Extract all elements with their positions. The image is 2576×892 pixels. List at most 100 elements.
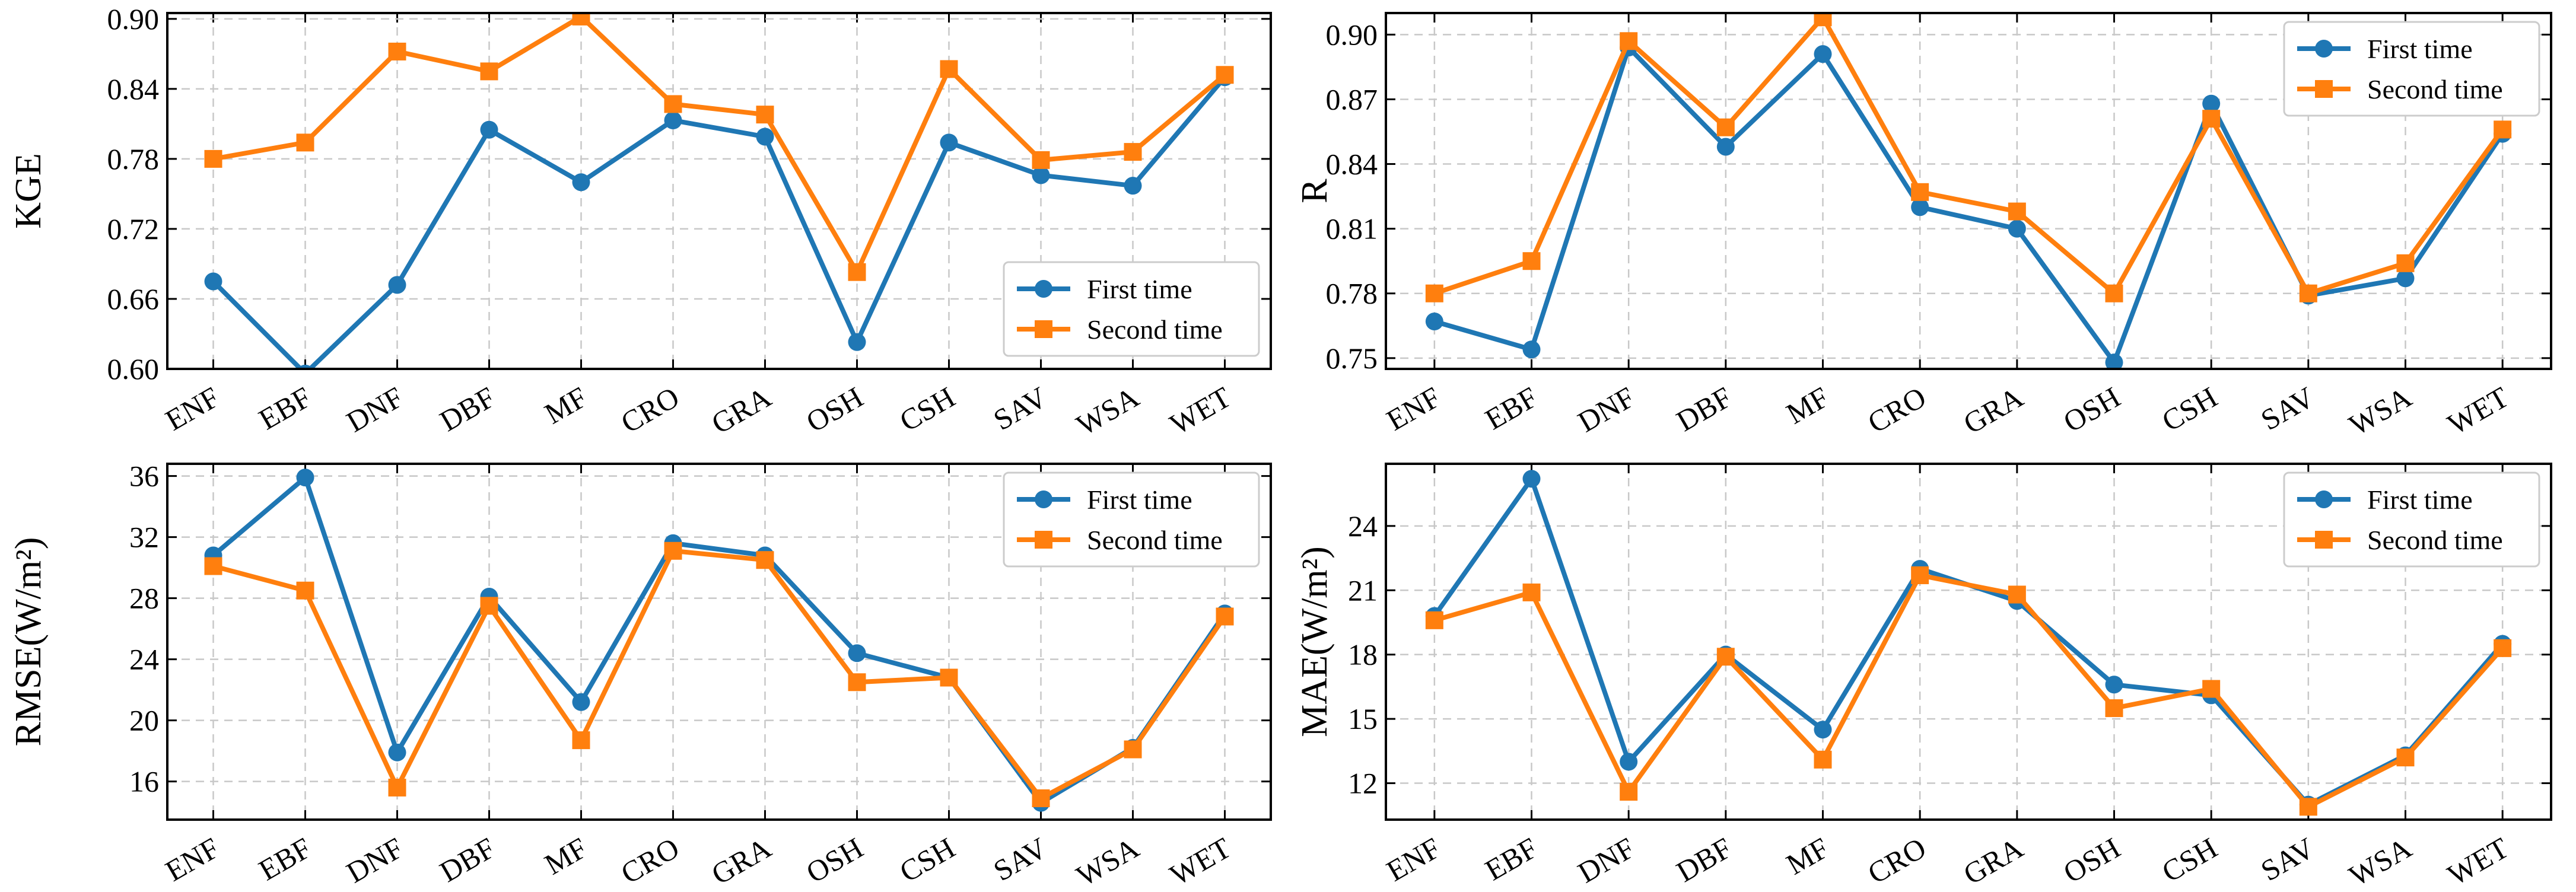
series-group <box>204 469 1234 812</box>
y-tick-label: 0.66 <box>107 282 160 316</box>
x-tick-label: EBF <box>253 380 317 436</box>
series-group <box>1425 13 2512 369</box>
data-point-second-time <box>1522 583 1541 601</box>
y-tick-label: 0.90 <box>1326 18 1378 51</box>
y-axis-label: KGE <box>8 153 49 228</box>
data-point-second-time <box>480 62 498 81</box>
data-point-second-time <box>1620 783 1638 801</box>
x-tick-label: MF <box>539 380 593 431</box>
y-tick-label: 0.90 <box>107 2 160 36</box>
x-tick-label: CRO <box>1862 380 1932 439</box>
kge-panel: ENF EBF DNF DBF MF CRO GRA OSH CSH SAV WSA WET 0.60 0… <box>8 2 1272 442</box>
plot-frame <box>166 12 1272 370</box>
data-point-second-time <box>756 106 774 124</box>
data-point-first-time <box>1425 313 1443 330</box>
data-point-second-time <box>1124 740 1142 759</box>
legend-box <box>2283 472 2540 568</box>
data-point-second-time <box>940 668 958 687</box>
x-tick-label: EBF <box>253 831 317 887</box>
data-point-second-time <box>296 133 314 152</box>
y-tick-label: 15 <box>1348 702 1378 735</box>
x-tick-label: ENF <box>1381 831 1446 888</box>
x-tick-label: DNF <box>341 380 409 439</box>
data-point-second-time <box>2396 254 2415 272</box>
x-tick-label: MF <box>1780 831 1834 881</box>
x-tick-label: SAV <box>988 380 1052 437</box>
data-point-second-time <box>2299 798 2317 816</box>
data-point-first-time <box>1522 340 1541 359</box>
data-point-first-time <box>756 128 774 146</box>
series-line-second-time <box>212 14 1227 275</box>
legend-marker-circle <box>1035 490 1052 508</box>
x-tick-label: SAV <box>2255 380 2320 437</box>
legend-label: First time <box>1087 485 1192 515</box>
x-tick-label: DBF <box>1671 380 1737 438</box>
data-point-second-time <box>848 263 866 281</box>
mae-panel: ENF EBF DNF DBF MF CRO GRA OSH CSH SAV WSA WET 12 15 1… <box>1295 463 2552 892</box>
y-axis-label: RMSE(W/m²) <box>8 537 49 747</box>
x-tick-label: DBF <box>1671 831 1737 888</box>
data-point-second-time <box>1911 183 1929 201</box>
legend-label: Second time <box>2367 74 2503 104</box>
legend-marker-circle <box>1035 280 1052 298</box>
legend: First time Second time <box>1003 261 1260 357</box>
rmse-panel: ENF EBF DNF DBF MF CRO GRA OSH CSH SAV WSA WET 16 20 2… <box>8 460 1272 892</box>
data-point-second-time <box>1425 611 1443 629</box>
data-point-second-time <box>1124 143 1142 161</box>
data-point-second-time <box>848 673 866 692</box>
data-point-second-time <box>756 551 774 569</box>
data-point-second-time <box>940 60 958 78</box>
legend-label: First time <box>1087 274 1192 304</box>
y-tick-label: 20 <box>129 704 159 737</box>
data-point-second-time <box>2202 110 2221 128</box>
y-tick-label: 0.75 <box>1326 342 1378 375</box>
x-tick-label: CSH <box>894 831 961 888</box>
data-point-second-time <box>2105 284 2123 302</box>
plot-frame <box>1385 12 2552 370</box>
legend: First time Second time <box>1003 472 1260 568</box>
data-point-second-time <box>2396 748 2415 767</box>
x-tick-label: MF <box>1780 380 1834 431</box>
x-tick-label: WSA <box>2343 380 2417 442</box>
data-point-second-time <box>2008 202 2026 221</box>
data-point-second-time <box>2494 639 2512 657</box>
y-tick-label: 24 <box>1348 509 1378 543</box>
x-tick-label: CRO <box>615 380 685 439</box>
data-point-second-time <box>572 731 590 750</box>
series-line-first-time <box>211 75 1227 369</box>
x-tick-label: SAV <box>988 831 1052 887</box>
x-tick-label: ENF <box>160 831 225 888</box>
legend: First time Second time <box>2283 21 2540 117</box>
x-tick-label: GRA <box>1958 831 2028 891</box>
x-tick-label: OSH <box>800 380 869 439</box>
data-point-first-time <box>1620 753 1638 771</box>
data-point-first-time <box>388 743 406 762</box>
data-point-second-time <box>2105 699 2123 718</box>
data-point-first-time <box>1911 198 1929 216</box>
data-point-first-time <box>1814 721 1832 739</box>
x-tick-label: OSH <box>800 831 869 890</box>
data-point-first-time <box>1814 45 1832 63</box>
data-point-first-time <box>940 133 958 152</box>
data-point-first-time <box>296 469 314 487</box>
data-point-second-time <box>1716 118 1735 136</box>
data-point-second-time <box>204 149 222 168</box>
y-tick-label: 0.78 <box>107 142 160 176</box>
legend-box <box>1003 472 1260 568</box>
data-point-second-time <box>2299 284 2317 302</box>
x-tick-label: DNF <box>1572 831 1640 890</box>
data-point-second-time <box>2202 680 2221 698</box>
x-tick-label: MF <box>539 831 593 881</box>
data-point-second-time <box>572 13 590 26</box>
data-point-first-time <box>664 111 682 129</box>
x-tick-label: SAV <box>2255 831 2320 887</box>
data-point-first-time <box>2008 219 2026 238</box>
legend-box <box>1003 261 1260 357</box>
legend-box <box>2283 21 2540 117</box>
data-point-second-time <box>1216 66 1234 84</box>
x-tick-label: WSA <box>2343 831 2417 892</box>
r-panel: ENF EBF DNF DBF MF CRO GRA OSH CSH SAV WSA WET 0.75 0… <box>1295 12 2552 442</box>
x-tick-label: CSH <box>2156 380 2222 438</box>
data-point-second-time <box>1216 607 1234 626</box>
legend-marker-square <box>1035 320 1052 338</box>
